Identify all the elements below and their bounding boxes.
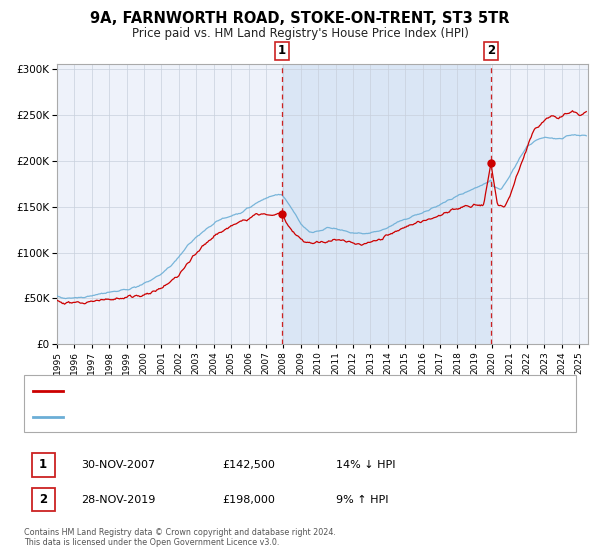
Text: 1: 1: [39, 458, 47, 472]
Text: 1: 1: [278, 44, 286, 58]
Text: 14% ↓ HPI: 14% ↓ HPI: [336, 460, 395, 470]
Text: 28-NOV-2019: 28-NOV-2019: [81, 494, 155, 505]
Bar: [282, 64, 491, 344]
Text: £198,000: £198,000: [222, 494, 275, 505]
Text: 9A, FARNWORTH ROAD, STOKE-ON-TRENT, ST3 5TR: 9A, FARNWORTH ROAD, STOKE-ON-TRENT, ST3 …: [90, 11, 510, 26]
Text: Price paid vs. HM Land Registry's House Price Index (HPI): Price paid vs. HM Land Registry's House …: [131, 27, 469, 40]
Text: 2: 2: [487, 44, 495, 58]
Text: Contains HM Land Registry data © Crown copyright and database right 2024.
This d: Contains HM Land Registry data © Crown c…: [24, 528, 336, 547]
Text: HPI: Average price, detached house, Stoke-on-Trent: HPI: Average price, detached house, Stok…: [69, 412, 325, 422]
Text: 9A, FARNWORTH ROAD, STOKE-ON-TRENT, ST3 5TR (detached house): 9A, FARNWORTH ROAD, STOKE-ON-TRENT, ST3 …: [69, 386, 416, 395]
Text: 2: 2: [39, 493, 47, 506]
Text: 30-NOV-2007: 30-NOV-2007: [81, 460, 155, 470]
Text: £142,500: £142,500: [222, 460, 275, 470]
Text: 9% ↑ HPI: 9% ↑ HPI: [336, 494, 389, 505]
